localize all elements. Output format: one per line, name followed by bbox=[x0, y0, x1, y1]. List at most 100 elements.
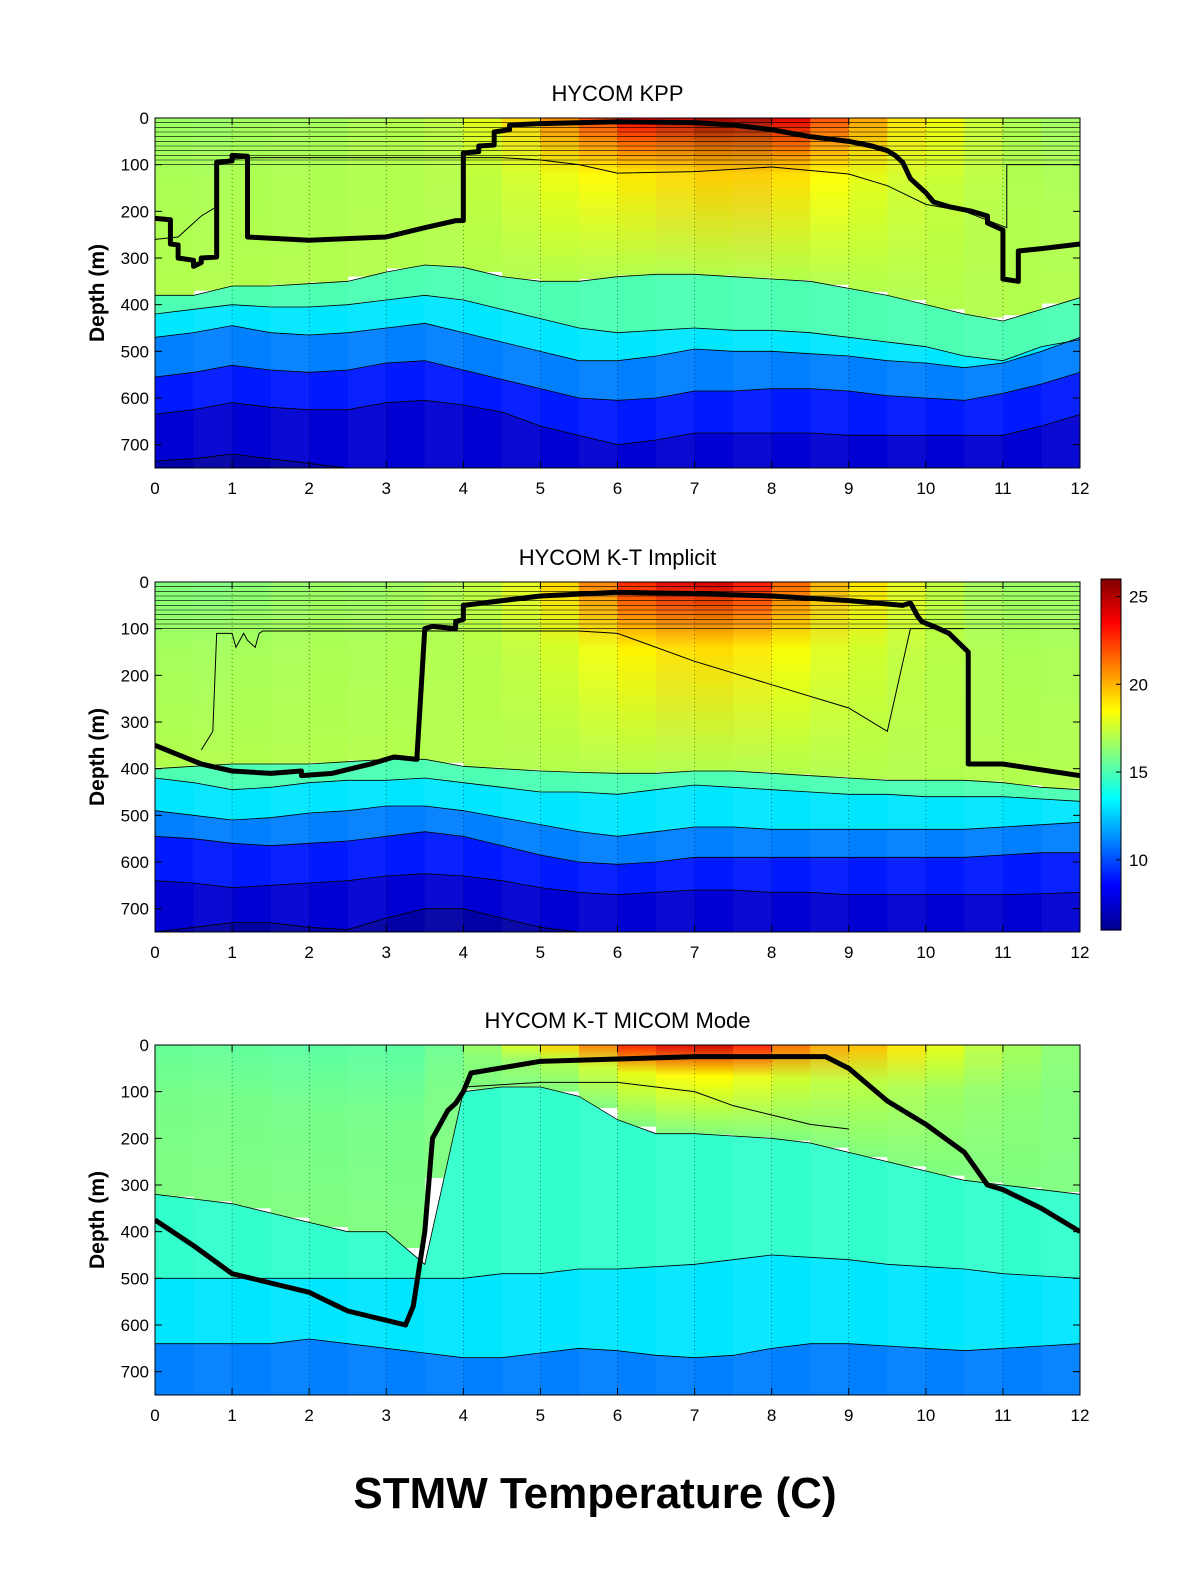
texture-strip bbox=[810, 118, 849, 468]
colorbar-cell bbox=[1101, 701, 1121, 706]
x-tick-label: 4 bbox=[459, 479, 468, 498]
surface-cell bbox=[810, 1045, 850, 1148]
colorbar-cell bbox=[1101, 880, 1121, 884]
colorbar-cell bbox=[1101, 657, 1121, 662]
colorbar-cell bbox=[1101, 912, 1121, 916]
x-tick-label: 12 bbox=[1071, 943, 1090, 962]
surface-cell bbox=[733, 1045, 773, 1138]
temp-band bbox=[155, 1087, 1080, 1279]
colorbar-cell bbox=[1101, 906, 1121, 911]
colorbar-cell bbox=[1101, 766, 1121, 770]
colorbar-cell bbox=[1101, 643, 1121, 647]
colorbar-cell bbox=[1101, 760, 1121, 764]
y-tick-label: 0 bbox=[140, 573, 149, 592]
colorbar-cell bbox=[1101, 690, 1121, 694]
y-axis-label: Depth (m) bbox=[86, 708, 109, 806]
y-tick-label: 600 bbox=[121, 853, 149, 872]
y-tick-label: 100 bbox=[121, 1083, 149, 1102]
colorbar-cell bbox=[1101, 915, 1121, 919]
colorbar-cell bbox=[1101, 707, 1121, 712]
colorbar-cell bbox=[1101, 792, 1121, 797]
surface-cell bbox=[656, 582, 696, 773]
surface-cell bbox=[270, 582, 310, 764]
colorbar-cell bbox=[1101, 815, 1121, 820]
temp-band bbox=[155, 1395, 1080, 1404]
x-tick-label: 4 bbox=[459, 1406, 468, 1425]
temp-band bbox=[155, 1255, 1080, 1358]
texture-strip bbox=[733, 1045, 772, 1395]
colorbar-cell bbox=[1101, 751, 1121, 756]
x-tick-label: 8 bbox=[767, 1406, 776, 1425]
surface-cell bbox=[617, 118, 657, 276]
colorbar-tick-label: 15 bbox=[1129, 763, 1148, 782]
colorbar-tick-label: 10 bbox=[1129, 851, 1148, 870]
surface-cell bbox=[1002, 582, 1043, 785]
y-tick-label: 500 bbox=[121, 1269, 149, 1288]
x-tick-label: 8 bbox=[767, 943, 776, 962]
surface-cell bbox=[771, 582, 811, 775]
x-tick-label: 2 bbox=[304, 943, 313, 962]
colorbar-cell bbox=[1101, 684, 1121, 688]
colorbar-cell bbox=[1101, 652, 1121, 656]
x-tick-label: 6 bbox=[613, 1406, 622, 1425]
colorbar-cell bbox=[1101, 824, 1121, 829]
colorbar-cell bbox=[1101, 681, 1121, 685]
colorbar-cell bbox=[1101, 593, 1121, 598]
colorbar-cell bbox=[1101, 842, 1121, 846]
texture-strip bbox=[347, 1045, 387, 1395]
panel-title: HYCOM K-T Implicit bbox=[519, 545, 717, 570]
surface-cell bbox=[964, 118, 1004, 318]
colorbar-cell bbox=[1101, 845, 1121, 849]
colorbar-cell bbox=[1101, 628, 1121, 633]
y-tick-label: 0 bbox=[140, 109, 149, 128]
y-tick-label: 400 bbox=[121, 760, 149, 779]
texture-strip bbox=[347, 118, 387, 468]
colorbar-cell bbox=[1101, 918, 1121, 922]
x-tick-label: 3 bbox=[382, 479, 391, 498]
colorbar-cell bbox=[1101, 736, 1121, 741]
colorbar-cell bbox=[1101, 862, 1121, 867]
colorbar-cell bbox=[1101, 722, 1121, 726]
texture-strip bbox=[964, 118, 1003, 468]
x-tick-label: 5 bbox=[536, 943, 545, 962]
x-tick-label: 5 bbox=[536, 1406, 545, 1425]
surface-cell bbox=[309, 1045, 349, 1227]
colorbar-cell bbox=[1101, 894, 1121, 899]
colorbar-cell bbox=[1101, 786, 1121, 791]
y-tick-label: 500 bbox=[121, 342, 149, 361]
colorbar-cell bbox=[1101, 693, 1121, 697]
surface-cell bbox=[1002, 1045, 1043, 1188]
y-axis-label: Depth (m) bbox=[86, 1171, 109, 1269]
surface-cell bbox=[424, 118, 464, 267]
x-tick-label: 10 bbox=[916, 1406, 935, 1425]
colorbar-cell bbox=[1101, 886, 1121, 890]
colorbar-cell bbox=[1101, 897, 1121, 902]
plot-area bbox=[155, 1045, 1080, 1404]
colorbar-cell bbox=[1101, 757, 1121, 761]
x-tick-label: 11 bbox=[994, 943, 1012, 962]
y-tick-label: 600 bbox=[121, 1316, 149, 1335]
texture-strip bbox=[964, 582, 1003, 932]
surface-cell bbox=[887, 582, 927, 781]
colorbar-cell bbox=[1101, 608, 1121, 612]
x-tick-label: 10 bbox=[916, 479, 935, 498]
surface-cell bbox=[386, 118, 426, 269]
texture-strip bbox=[1041, 118, 1080, 468]
mixed-layer-line bbox=[155, 589, 1080, 779]
surface-cell bbox=[733, 118, 773, 278]
colorbar-cell bbox=[1101, 798, 1121, 802]
x-tick-label: 0 bbox=[150, 479, 159, 498]
panel-title: HYCOM K-T MICOM Mode bbox=[484, 1008, 750, 1033]
texture-strip bbox=[656, 118, 695, 468]
colorbar-cell bbox=[1101, 584, 1121, 589]
colorbar-cell bbox=[1101, 669, 1121, 674]
temp-band bbox=[155, 806, 1080, 865]
x-tick-label: 9 bbox=[844, 1406, 853, 1425]
surface-cell bbox=[540, 118, 580, 282]
colorbar-cell bbox=[1101, 836, 1121, 840]
y-tick-label: 0 bbox=[140, 1036, 149, 1055]
x-tick-label: 2 bbox=[304, 479, 313, 498]
colorbar-cell bbox=[1101, 830, 1121, 835]
surface-cell bbox=[694, 582, 734, 771]
colorbar-cell bbox=[1101, 728, 1121, 732]
